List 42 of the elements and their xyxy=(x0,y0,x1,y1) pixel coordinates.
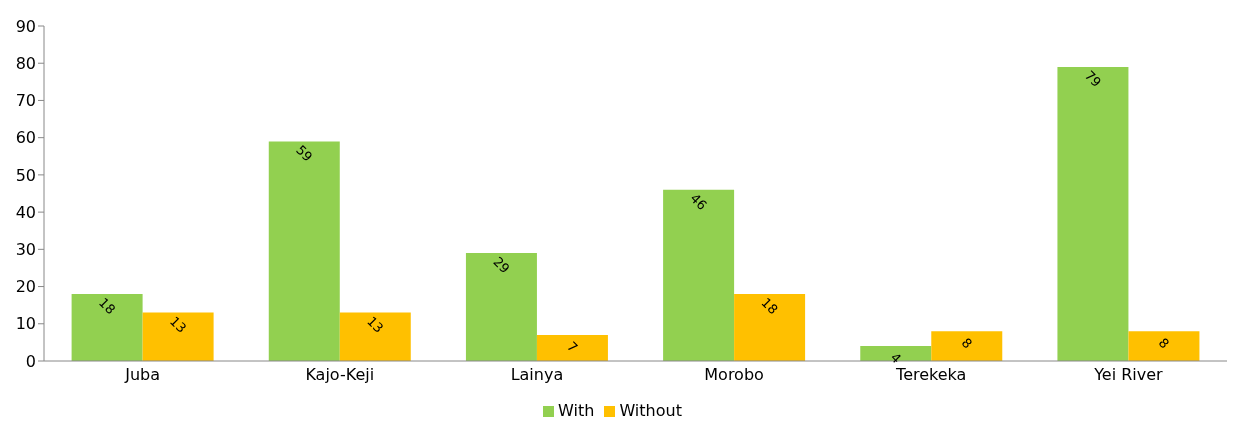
x-tick-label: Kajo-Keji xyxy=(305,365,375,385)
x-tick-label: Lainya xyxy=(510,365,564,385)
bar xyxy=(1128,331,1200,361)
x-tick-label: Terekeka xyxy=(895,365,967,385)
bar xyxy=(465,253,537,361)
bar xyxy=(71,294,143,361)
data-label: 8 xyxy=(1155,334,1173,352)
x-tick-label: Morobo xyxy=(704,365,764,385)
data-label: 46 xyxy=(687,190,710,213)
y-tick-label: 80 xyxy=(15,53,36,73)
bar xyxy=(339,312,411,361)
legend-label: With xyxy=(558,401,595,420)
x-tick-label: Yei River xyxy=(1093,365,1164,385)
bar xyxy=(860,346,932,361)
data-label: 13 xyxy=(166,313,190,336)
y-tick-label: 40 xyxy=(15,202,36,222)
bar xyxy=(931,331,1003,361)
y-tick-label: 90 xyxy=(15,16,36,36)
y-tick-label: 70 xyxy=(15,91,36,111)
bar xyxy=(734,294,806,361)
y-tick-label: 10 xyxy=(15,314,36,334)
legend-label: Without xyxy=(619,401,682,420)
data-label: 7 xyxy=(564,338,581,356)
bar xyxy=(536,334,608,361)
bar xyxy=(663,189,735,361)
data-label: 79 xyxy=(1081,67,1105,91)
data-label: 29 xyxy=(490,253,513,277)
bar xyxy=(142,312,214,361)
data-label: 4 xyxy=(887,349,904,367)
data-label: 18 xyxy=(95,294,119,318)
data-label: 13 xyxy=(364,313,387,336)
y-tick-label: 30 xyxy=(15,240,36,260)
data-label: 18 xyxy=(758,294,781,318)
y-tick-label: 20 xyxy=(15,277,36,297)
y-tick-label: 0 xyxy=(25,351,36,371)
bar xyxy=(268,141,340,361)
y-tick-label: 60 xyxy=(15,128,36,148)
data-label: 8 xyxy=(958,334,975,352)
y-tick-label: 50 xyxy=(15,165,36,185)
x-tick-label: Juba xyxy=(124,365,160,385)
bar xyxy=(1057,66,1129,361)
data-label: 59 xyxy=(293,142,316,165)
